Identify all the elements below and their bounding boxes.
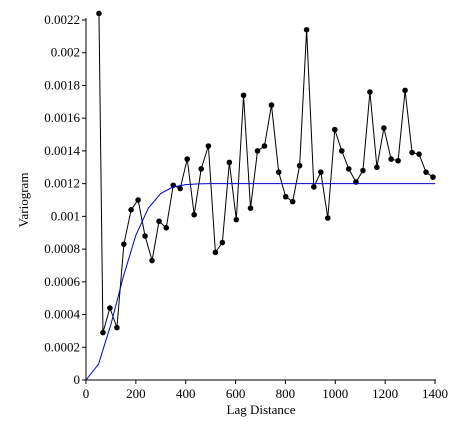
y-axis-label: Variogram bbox=[16, 173, 31, 228]
point bbox=[381, 125, 387, 131]
point bbox=[318, 169, 324, 175]
y-tick-label: 0 bbox=[74, 372, 81, 387]
x-tick-label: 400 bbox=[176, 386, 196, 401]
y-tick-label: 0.0022 bbox=[44, 12, 80, 27]
point bbox=[374, 164, 380, 171]
point bbox=[367, 89, 373, 95]
point bbox=[296, 162, 303, 169]
point bbox=[423, 169, 429, 175]
point bbox=[233, 216, 240, 223]
point bbox=[345, 166, 352, 172]
point bbox=[430, 174, 436, 180]
point bbox=[254, 148, 261, 154]
point bbox=[100, 329, 106, 336]
y-tick-label: 0.0018 bbox=[44, 77, 80, 92]
x-tick-label: 0 bbox=[83, 386, 90, 401]
point bbox=[163, 225, 170, 231]
point bbox=[212, 249, 219, 256]
y-tick-label: 0.0014 bbox=[44, 143, 80, 158]
y-tick-label: 0.0006 bbox=[44, 274, 80, 289]
point bbox=[395, 157, 401, 164]
point bbox=[311, 184, 317, 190]
point bbox=[275, 169, 282, 175]
point bbox=[142, 233, 148, 239]
point bbox=[331, 126, 338, 133]
x-tick-label: 800 bbox=[276, 386, 296, 401]
point bbox=[219, 239, 226, 246]
y-tick-label: 0.0016 bbox=[44, 110, 80, 125]
point bbox=[121, 241, 127, 247]
series-line bbox=[98, 13, 434, 333]
point bbox=[149, 257, 155, 264]
point bbox=[282, 193, 289, 200]
y-tick-label: 0.0008 bbox=[44, 241, 80, 256]
x-tick-label: 1400 bbox=[422, 386, 448, 401]
point bbox=[289, 198, 296, 205]
point bbox=[268, 102, 275, 108]
point bbox=[107, 305, 113, 311]
point bbox=[402, 87, 408, 94]
point bbox=[247, 205, 254, 211]
point bbox=[177, 185, 184, 192]
point bbox=[184, 156, 191, 162]
point bbox=[338, 148, 345, 154]
series-line bbox=[85, 183, 435, 381]
x-tick-label: 1000 bbox=[322, 386, 348, 401]
y-tick-label: 0.001 bbox=[51, 208, 80, 223]
point bbox=[360, 167, 366, 174]
point bbox=[96, 10, 102, 17]
point bbox=[135, 197, 141, 203]
x-tick-label: 200 bbox=[126, 386, 146, 401]
point bbox=[156, 218, 162, 225]
y-tick-label: 0.0002 bbox=[44, 339, 80, 354]
point bbox=[325, 215, 331, 221]
point bbox=[416, 151, 422, 157]
x-tick-label: 600 bbox=[226, 386, 246, 401]
y-tick-label: 0.002 bbox=[51, 45, 80, 60]
y-tick-label: 0.0004 bbox=[44, 307, 80, 322]
x-tick-label: 1200 bbox=[372, 386, 398, 401]
point bbox=[303, 27, 310, 33]
y-tick-label: 0.0012 bbox=[44, 176, 80, 191]
point bbox=[240, 92, 247, 99]
point bbox=[409, 149, 415, 156]
point bbox=[388, 156, 394, 162]
point bbox=[191, 211, 197, 218]
point bbox=[198, 166, 204, 172]
point bbox=[261, 143, 268, 149]
point bbox=[114, 324, 120, 331]
x-axis-label: Lag Distance bbox=[227, 402, 296, 417]
point bbox=[226, 159, 233, 166]
point bbox=[205, 143, 212, 149]
point bbox=[128, 207, 134, 213]
